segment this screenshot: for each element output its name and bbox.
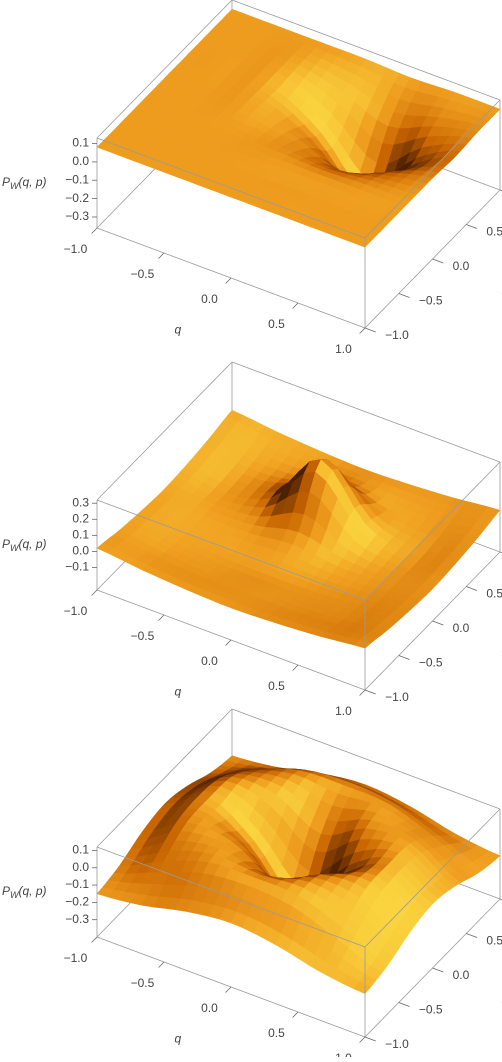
y-tick (466, 225, 477, 229)
x-tick-label: −0.5 (131, 267, 155, 281)
x-axis-label: q (174, 322, 181, 336)
x-tick (360, 1037, 365, 1043)
x-tick-label: 0.5 (268, 1026, 285, 1040)
y-tick (399, 1003, 410, 1007)
x-axis-label: q (174, 684, 181, 698)
x-tick-label: 1.0 (335, 1051, 352, 1057)
y-tick-label: −0.5 (419, 294, 443, 308)
y-tick-label: 0.5 (486, 225, 502, 239)
x-tick-label: 0.5 (268, 679, 285, 693)
z-label-arguments: (q, p) (19, 884, 47, 898)
surface-plot: −1.0−0.50.00.51.0−1.0−0.50.00.51.00.30.2… (2, 362, 502, 718)
y-tick (365, 1037, 376, 1041)
z-tick-label: 0.1 (72, 843, 89, 857)
y-tick-label: −0.5 (419, 1003, 443, 1017)
y-tick-label: −1.0 (385, 690, 409, 704)
z-tick-label: 0.0 (72, 154, 89, 168)
z-tick-label: 0.3 (72, 495, 89, 509)
z-label-arguments: (q, p) (19, 175, 47, 189)
z-tick-label: −0.1 (65, 560, 89, 574)
z-tick-label: −0.1 (65, 877, 89, 891)
z-tick-label: 0.2 (72, 511, 89, 525)
y-tick-label: −1.0 (385, 328, 409, 342)
x-tick-label: 1.0 (335, 342, 352, 356)
z-tick-label: −0.3 (65, 912, 89, 926)
z-label-symbol: P (2, 884, 10, 898)
x-tick-label: −1.0 (64, 951, 88, 965)
z-tick-label: 0.0 (72, 860, 89, 874)
z-label-symbol: P (2, 537, 10, 551)
x-tick-label: 0.0 (201, 292, 218, 306)
x-tick (159, 615, 164, 621)
y-tick-label: 0.0 (453, 621, 470, 635)
y-tick-label: 0.0 (453, 968, 470, 982)
z-label-symbol: P (2, 175, 10, 189)
y-tick-label: 0.5 (486, 934, 502, 948)
y-tick-label: 0.5 (486, 587, 502, 601)
y-tick (399, 294, 410, 298)
x-tick-label: 0.0 (201, 654, 218, 668)
y-tick-label: 0.0 (453, 259, 470, 273)
z-tick-label: −0.2 (65, 895, 89, 909)
z-tick-label: −0.1 (65, 172, 89, 186)
x-tick (360, 690, 365, 696)
x-tick-label: −1.0 (64, 242, 88, 256)
z-tick-label: −0.2 (65, 191, 89, 205)
x-tick (226, 640, 231, 646)
y-tick-label: −0.5 (419, 656, 443, 670)
z-axis-label: PW(q, p) (2, 175, 47, 191)
y-tick (433, 968, 444, 972)
z-tick-label: 0.1 (72, 528, 89, 542)
x-tick (92, 590, 97, 596)
surface-plot: −1.0−0.50.00.51.0−1.0−0.50.00.51.00.10.0… (2, 0, 502, 356)
y-tick (365, 690, 376, 694)
y-tick (433, 621, 444, 625)
x-tick (226, 278, 231, 284)
x-tick (293, 1012, 298, 1018)
z-tick-label: 0.1 (72, 136, 89, 150)
x-tick (360, 328, 365, 334)
x-tick-label: −0.5 (131, 629, 155, 643)
x-tick-label: 0.5 (268, 317, 285, 331)
x-axis-label: q (174, 1031, 181, 1045)
y-tick (399, 656, 410, 660)
z-tick-label: 0.0 (72, 544, 89, 558)
y-tick (466, 587, 477, 591)
x-tick (92, 937, 97, 943)
x-tick (293, 303, 298, 309)
z-axis-label: PW(q, p) (2, 537, 47, 553)
z-axis-label: PW(q, p) (2, 884, 47, 900)
x-tick-label: 0.0 (201, 1001, 218, 1015)
x-tick-label: −0.5 (131, 976, 155, 990)
x-tick (92, 228, 97, 234)
x-tick-label: 1.0 (335, 704, 352, 718)
x-tick (159, 962, 164, 968)
y-tick (365, 328, 376, 332)
x-tick (293, 665, 298, 671)
y-tick-label: −1.0 (385, 1037, 409, 1051)
z-label-arguments: (q, p) (19, 537, 47, 551)
x-tick-label: −1.0 (64, 604, 88, 618)
z-tick-label: −0.3 (65, 209, 89, 223)
y-tick (466, 934, 477, 938)
surface-plot: −1.0−0.50.00.51.0−1.0−0.50.00.51.00.10.0… (2, 709, 502, 1057)
x-tick (159, 253, 164, 259)
x-tick (226, 987, 231, 993)
y-tick (433, 259, 444, 263)
